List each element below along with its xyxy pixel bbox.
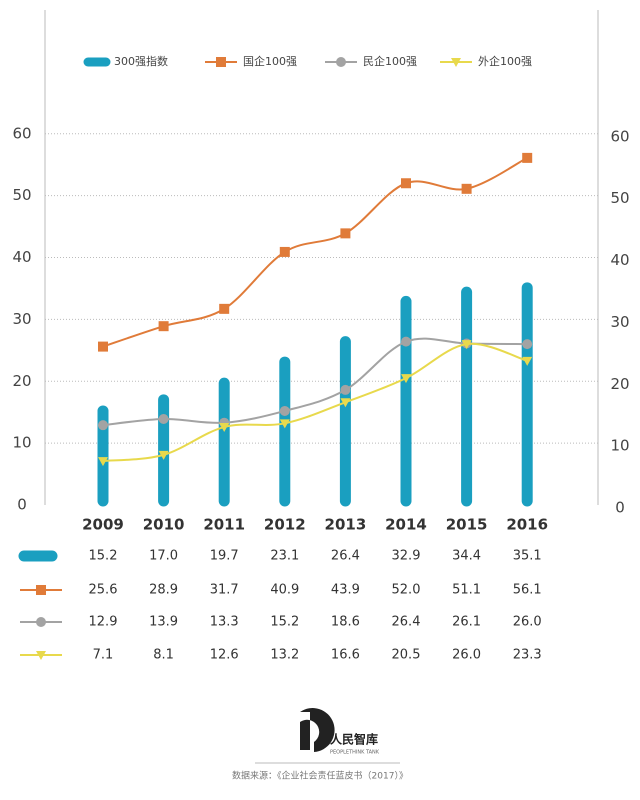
marker: [98, 341, 108, 352]
x-tick-label: 2016: [506, 516, 548, 534]
table-cell: 26.4: [392, 615, 421, 630]
table-cell: 34.4: [452, 549, 481, 564]
table-cell: 40.9: [270, 583, 299, 598]
table-cell: 26.1: [452, 615, 481, 630]
y2-tick-label: 30: [610, 313, 629, 331]
legend-marker: [336, 57, 346, 67]
table-cell: 12.9: [89, 615, 118, 630]
marker: [522, 356, 533, 366]
y2-tick-label: 0: [615, 499, 625, 517]
y-tick-label: 40: [12, 248, 31, 266]
marker: [219, 423, 230, 433]
marker: [522, 152, 533, 163]
table-cell: 13.9: [149, 615, 178, 630]
table-cell: 56.1: [513, 583, 542, 598]
source: 数据来源：《企业社会责任蓝皮书（2017）》: [232, 770, 408, 782]
line: [102, 337, 528, 427]
y-tick-label: 30: [12, 310, 31, 328]
x-tick-label: 2011: [203, 516, 245, 534]
line: [102, 156, 528, 348]
marker: [340, 384, 351, 395]
table-cell: 19.7: [210, 549, 239, 564]
table-cell: 17.0: [149, 549, 178, 564]
marker: [401, 336, 411, 347]
marker: [279, 246, 290, 257]
marker: [340, 398, 351, 408]
y-tick-label: 10: [12, 434, 31, 452]
table-cell: 51.1: [452, 583, 481, 598]
table-cell: 15.2: [270, 615, 299, 630]
table-cell: 23.3: [513, 648, 542, 663]
marker: [401, 374, 411, 384]
logo-icon: [300, 708, 335, 752]
legend-label: 民企100强: [363, 54, 417, 68]
table-marker: [36, 651, 46, 660]
table-cell: 15.2: [89, 549, 118, 564]
table-cell: 25.6: [89, 583, 118, 598]
marker: [522, 339, 533, 350]
marker: [98, 420, 108, 431]
marker: [461, 340, 472, 350]
y-tick-label: 20: [12, 372, 31, 390]
logo-subtitle: PEOPLETHINK TANK: [330, 750, 380, 756]
table-cell: 26.0: [513, 615, 542, 630]
x-tick-label: 2013: [325, 516, 367, 534]
marker: [279, 405, 290, 416]
logo-name: 人民智库: [330, 732, 378, 747]
x-tick-label: 2014: [385, 516, 427, 534]
line: [102, 342, 528, 463]
table-cell: 32.9: [392, 549, 421, 564]
logo: 人民智库 PEOPLETHINK TANK: [300, 708, 380, 756]
legend-marker: [216, 57, 226, 67]
table-cell: 43.9: [331, 583, 360, 598]
table-cell: 52.0: [392, 583, 421, 598]
y-tick-label: 60: [12, 124, 31, 142]
legend-marker: [451, 58, 461, 67]
x-tick-label: 2010: [143, 516, 185, 534]
table-cell: 13.3: [210, 615, 239, 630]
table-cell: 35.1: [513, 549, 542, 564]
x-tick-label: 2009: [82, 516, 124, 534]
table-cell: 12.6: [210, 648, 239, 663]
legend-label: 外企100强: [478, 54, 532, 68]
marker: [401, 178, 411, 189]
table-cell: 18.6: [331, 615, 360, 630]
marker: [98, 457, 108, 467]
marker: [158, 450, 169, 460]
x-tick-label: 2012: [264, 516, 306, 534]
table-cell: 20.5: [392, 648, 421, 663]
table-cell: 26.4: [331, 549, 360, 564]
table-cell: 23.1: [270, 549, 299, 564]
marker: [279, 419, 290, 429]
table-cell: 13.2: [270, 648, 299, 663]
table-marker: [36, 617, 46, 627]
y2-tick-label: 50: [610, 189, 629, 207]
y2-tick-label: 10: [610, 437, 629, 455]
marker: [158, 321, 169, 332]
marker: [219, 303, 230, 314]
y-tick-label: 50: [12, 186, 31, 204]
table-cell: 16.6: [331, 648, 360, 663]
marker: [158, 413, 169, 424]
y-tick-label: 0: [17, 496, 27, 514]
marker: [461, 183, 472, 194]
table-cell: 31.7: [210, 583, 239, 598]
table-marker: [36, 585, 46, 595]
table-cell: 28.9: [149, 583, 178, 598]
table-cell: 26.0: [452, 648, 481, 663]
y2-tick-label: 40: [610, 251, 629, 269]
x-tick-label: 2015: [446, 516, 488, 534]
table-cell: 7.1: [93, 648, 114, 663]
legend-label: 300强指数: [114, 54, 168, 68]
marker: [340, 228, 351, 239]
y2-tick-label: 60: [610, 127, 629, 145]
y2-tick-label: 20: [610, 375, 629, 393]
legend-label: 国企100强: [243, 54, 297, 68]
table-cell: 8.1: [153, 648, 174, 663]
